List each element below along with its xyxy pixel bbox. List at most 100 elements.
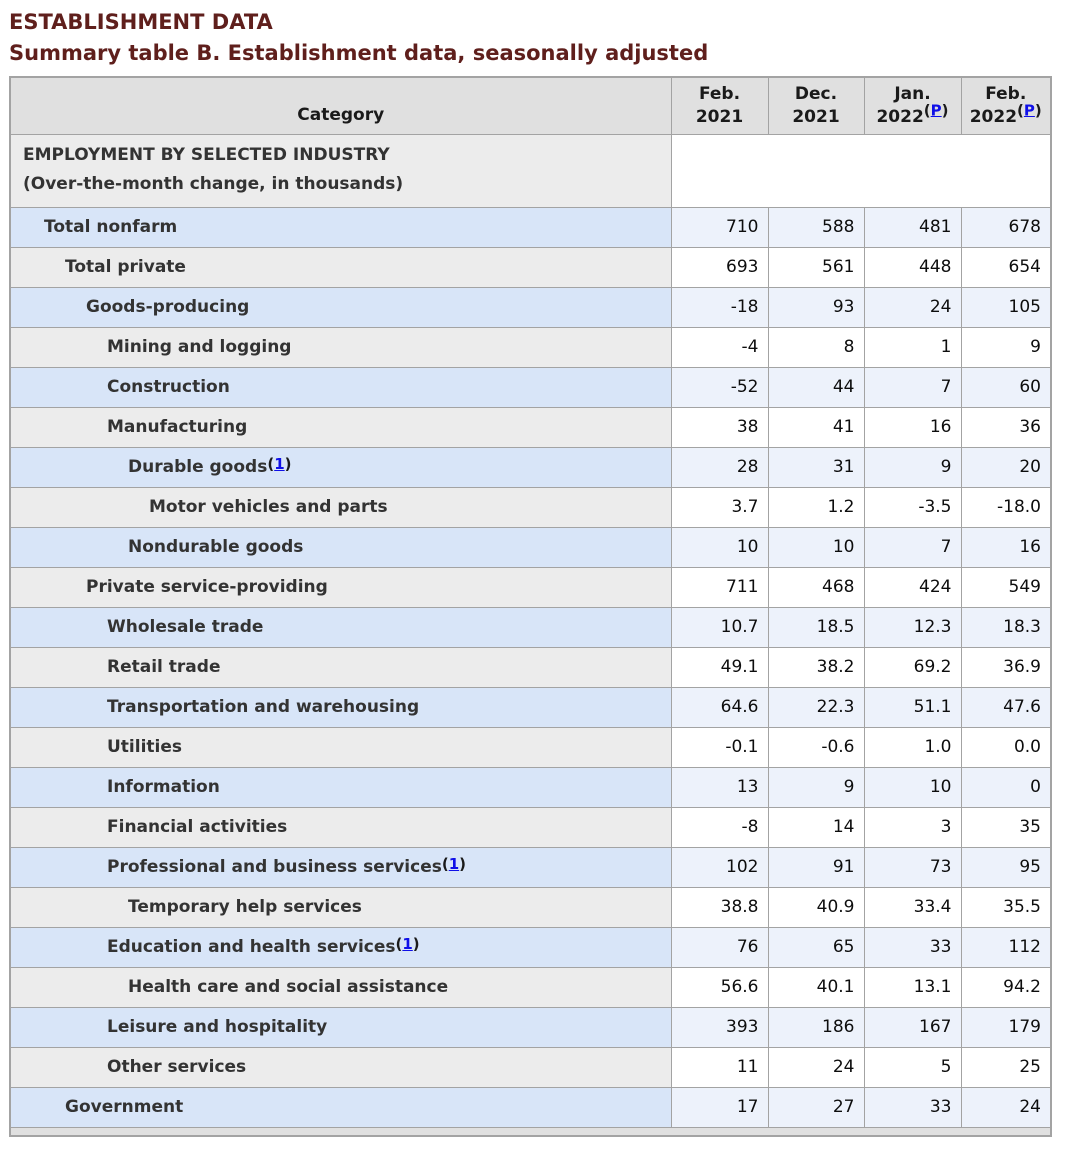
- preliminary-link[interactable]: P: [1023, 101, 1035, 120]
- table-row: Financial activities -8 14 3 35: [9, 806, 1052, 848]
- value-cell: 17: [670, 1086, 769, 1128]
- value-cell: 65: [767, 926, 865, 968]
- footnote-marker: (1): [396, 935, 420, 953]
- value-cell: 11: [670, 1046, 769, 1088]
- row-label-cell: Goods-producing: [9, 286, 672, 328]
- paren-close: ): [284, 455, 292, 473]
- section-label-line2: (Over-the-month change, in thousands): [23, 173, 404, 194]
- row-label: Manufacturing: [107, 417, 248, 437]
- row-label: Leisure and hospitality: [107, 1017, 328, 1037]
- row-label-cell: Retail trade: [9, 646, 672, 688]
- value-cell: 24: [863, 286, 962, 328]
- table-row: Nondurable goods 10 10 7 16: [9, 526, 1052, 568]
- next-section-cutoff-cell: [9, 1126, 1052, 1136]
- value-cell: 7: [863, 366, 962, 408]
- section-label-cell: EMPLOYMENT BY SELECTED INDUSTRY (Over-th…: [9, 133, 672, 208]
- row-label-cell: Total nonfarm: [9, 206, 672, 248]
- row-label-cell: Private service-providing: [9, 566, 672, 608]
- row-label: Information: [107, 777, 220, 797]
- value-cell: 711: [670, 566, 769, 608]
- value-cell: 40.9: [767, 886, 865, 928]
- table-header-row: Category Feb. 2021 Dec. 2021 Jan. 2022(P) Feb.…: [9, 76, 1052, 135]
- row-label-cell: Manufacturing: [9, 406, 672, 448]
- table-row: Other services 11 24 5 25: [9, 1046, 1052, 1088]
- value-cell: 3: [863, 806, 962, 848]
- value-cell: 38: [670, 406, 769, 448]
- paren-close: ): [1034, 101, 1042, 120]
- value-cell: 73: [863, 846, 962, 888]
- value-cell: 35.5: [960, 886, 1052, 928]
- column-header-year: 2022(P): [876, 101, 949, 127]
- row-label-cell: Financial activities: [9, 806, 672, 848]
- establishment-data-table: Category Feb. 2021 Dec. 2021 Jan. 2022(P) Feb.…: [9, 76, 1052, 1137]
- preliminary-link[interactable]: P: [930, 101, 942, 120]
- row-label-cell: Durable goods(1): [9, 446, 672, 488]
- value-cell: 36: [960, 406, 1052, 448]
- value-cell: 24: [767, 1046, 865, 1088]
- value-cell: 69.2: [863, 646, 962, 688]
- row-label: Nondurable goods: [128, 537, 304, 557]
- footnote-link[interactable]: 1: [274, 455, 285, 473]
- footnote-link[interactable]: 1: [448, 855, 460, 873]
- paren-open: (: [923, 101, 931, 120]
- value-cell: 91: [767, 846, 865, 888]
- table-row: Durable goods(1) 28 31 9 20: [9, 446, 1052, 488]
- value-cell: 0: [960, 766, 1052, 808]
- row-label-cell: Motor vehicles and parts: [9, 486, 672, 528]
- column-header-year: 2021: [792, 106, 840, 127]
- footnote-link[interactable]: 1: [402, 935, 413, 953]
- value-cell: -0.1: [670, 726, 769, 768]
- table-row: Health care and social assistance 56.6 40.…: [9, 966, 1052, 1008]
- value-cell: 25: [960, 1046, 1052, 1088]
- row-label: Total private: [65, 257, 186, 277]
- table-row: Retail trade 49.1 38.2 69.2 36.9: [9, 646, 1052, 688]
- value-cell: 10: [670, 526, 769, 568]
- row-label: Other services: [107, 1057, 247, 1077]
- section-header-row: EMPLOYMENT BY SELECTED INDUSTRY (Over-th…: [9, 133, 1052, 208]
- value-cell: 10: [767, 526, 865, 568]
- value-cell: 9: [863, 446, 962, 488]
- value-cell: 76: [670, 926, 769, 968]
- value-cell: 10.7: [670, 606, 769, 648]
- row-label: Education and health services: [107, 937, 396, 957]
- section-label-line1: EMPLOYMENT BY SELECTED INDUSTRY: [23, 144, 390, 165]
- row-label-cell: Temporary help services: [9, 886, 672, 928]
- value-cell: 1.2: [767, 486, 865, 528]
- table-row: Utilities -0.1 -0.6 1.0 0.0: [9, 726, 1052, 768]
- row-label-cell: Utilities: [9, 726, 672, 768]
- paren-open: (: [1017, 101, 1024, 120]
- value-cell: 16: [960, 526, 1052, 568]
- value-cell: 167: [863, 1006, 962, 1048]
- value-cell: 40.1: [767, 966, 865, 1008]
- value-cell: 60: [960, 366, 1052, 408]
- value-cell: 35: [960, 806, 1052, 848]
- table-row: Government 17 27 33 24: [9, 1086, 1052, 1128]
- column-header-month: Feb.: [698, 83, 741, 104]
- row-label: Total nonfarm: [44, 217, 178, 237]
- value-cell: 38.2: [767, 646, 865, 688]
- value-cell: 678: [960, 206, 1052, 248]
- value-cell: 44: [767, 366, 865, 408]
- row-label: Transportation and warehousing: [107, 697, 420, 717]
- paren-close: ): [412, 935, 420, 953]
- value-cell: 49.1: [670, 646, 769, 688]
- table-row: Mining and logging -4 8 1 9: [9, 326, 1052, 368]
- value-cell: 549: [960, 566, 1052, 608]
- value-cell: 18.5: [767, 606, 865, 648]
- row-label-cell: Transportation and warehousing: [9, 686, 672, 728]
- row-label: Mining and logging: [107, 337, 292, 357]
- value-cell: 56.6: [670, 966, 769, 1008]
- value-cell: -52: [670, 366, 769, 408]
- value-cell: 0.0: [960, 726, 1052, 768]
- row-label: Goods-producing: [86, 297, 250, 317]
- value-cell: 710: [670, 206, 769, 248]
- value-cell: 5: [863, 1046, 962, 1088]
- value-cell: 33.4: [863, 886, 962, 928]
- value-cell: 588: [767, 206, 865, 248]
- table-row: Transportation and warehousing 64.6 22.3 51…: [9, 686, 1052, 728]
- footnote-marker: (1): [267, 455, 291, 473]
- value-cell: 22.3: [767, 686, 865, 728]
- value-cell: 31: [767, 446, 865, 488]
- table-row: Professional and business services(1) 102…: [9, 846, 1052, 888]
